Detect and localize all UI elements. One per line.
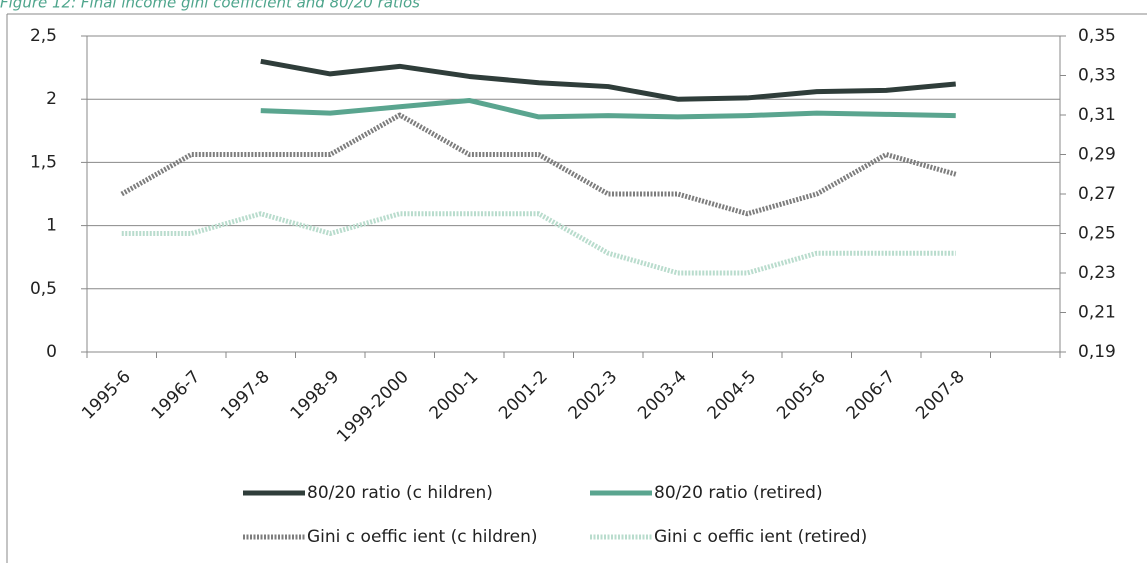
y2-tick-label: 0,35 xyxy=(1078,26,1116,46)
legend-label: Gini c oeffic ient (c hildren) xyxy=(307,527,538,547)
y-tick-label: 2,5 xyxy=(30,26,57,46)
y2-tick-label: 0,25 xyxy=(1078,224,1116,244)
y2-tick-label: 0,21 xyxy=(1078,303,1116,323)
y-tick-label: 0,5 xyxy=(30,279,57,299)
y-tick-label: 2 xyxy=(46,89,57,109)
x-tick-label: 2007-8 xyxy=(912,367,969,424)
x-tick-label: 2002-3 xyxy=(565,367,622,424)
x-tick-label: 1997-8 xyxy=(217,367,274,424)
x-tick-label: 2001-2 xyxy=(495,367,552,424)
y-tick-label: 0 xyxy=(46,342,57,362)
y2-tick-label: 0,31 xyxy=(1078,105,1116,125)
x-tick-label: 1999-2000 xyxy=(333,367,413,447)
y2-tick-label: 0,23 xyxy=(1078,263,1116,283)
legend-label: 80/20 ratio (c hildren) xyxy=(307,483,493,503)
y2-tick-label: 0,19 xyxy=(1078,342,1116,362)
x-tick-label: 2005-6 xyxy=(773,367,830,424)
x-tick-label: 1995-6 xyxy=(78,367,135,424)
series-line xyxy=(120,112,957,217)
chart-title: Figure 12: Final income gini coefficient… xyxy=(0,0,420,12)
y-tick-label: 1,5 xyxy=(30,152,57,172)
legend-label: 80/20 ratio (retired) xyxy=(654,483,823,503)
legend-label: Gini c oeffic ient (retired) xyxy=(654,527,867,547)
series-line xyxy=(121,211,956,276)
x-tick-label: 2000-1 xyxy=(426,367,483,424)
series-line xyxy=(260,97,956,120)
y-tick-label: 1 xyxy=(46,216,57,236)
y2-tick-label: 0,27 xyxy=(1078,184,1116,204)
x-tick-label: 1998-9 xyxy=(287,367,344,424)
series-line xyxy=(260,58,956,102)
x-tick-label: 2006-7 xyxy=(843,367,900,424)
y2-tick-label: 0,29 xyxy=(1078,145,1116,165)
x-tick-label: 2003-4 xyxy=(634,367,691,424)
y2-tick-label: 0,33 xyxy=(1078,66,1116,86)
x-tick-label: 2004-5 xyxy=(704,367,761,424)
x-tick-label: 1996-7 xyxy=(148,367,205,424)
